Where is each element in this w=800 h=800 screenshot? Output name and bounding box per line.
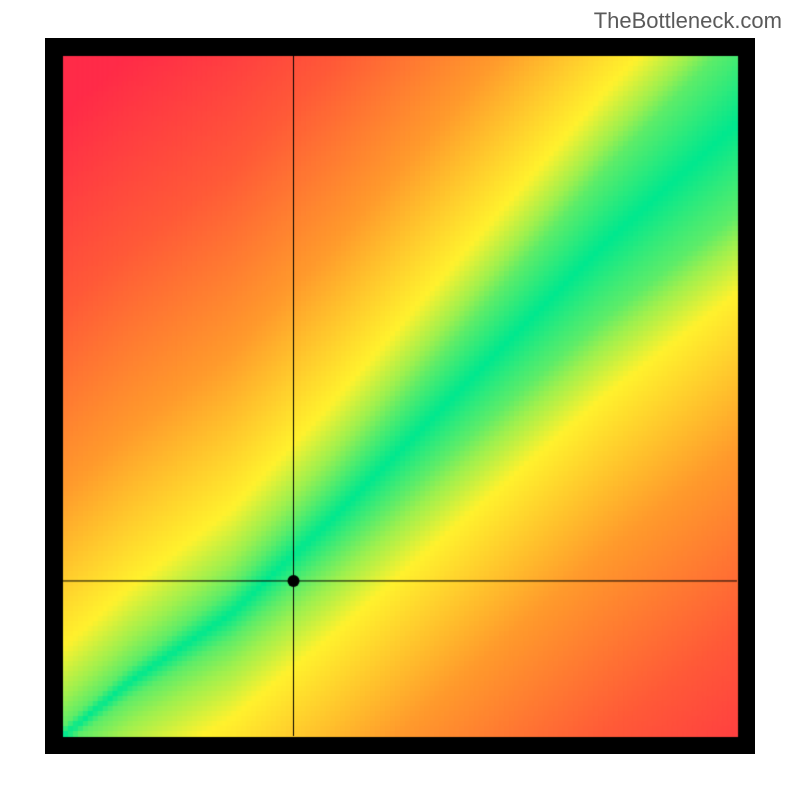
root-container: TheBottleneck.com: [0, 0, 800, 800]
bottleneck-heatmap: [45, 38, 755, 754]
chart-frame: [45, 38, 755, 754]
watermark-label: TheBottleneck.com: [594, 8, 782, 34]
